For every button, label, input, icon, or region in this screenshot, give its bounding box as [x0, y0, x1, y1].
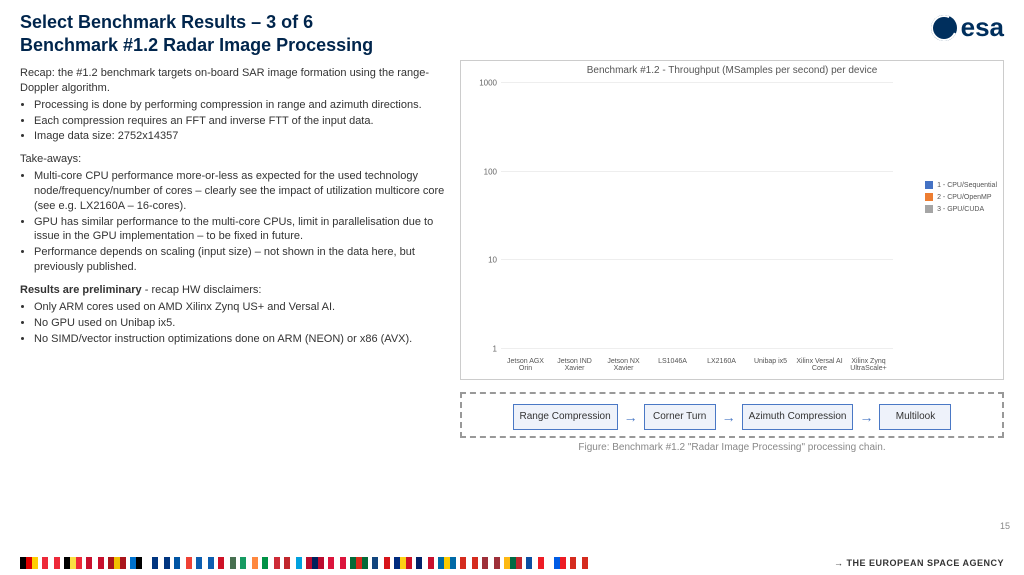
legend-item: 3 - GPU/CUDA [925, 205, 997, 213]
flag-icon [394, 557, 412, 569]
flow-arrow-icon: → [722, 409, 736, 425]
flag-icon [504, 557, 522, 569]
x-tick-label: Jetson IND Xavier [550, 358, 599, 373]
results-bullet: No GPU used on Unibap ix5. [34, 316, 450, 331]
results-bullet: Only ARM cores used on AMD Xilinx Zynq U… [34, 300, 450, 315]
flag-icon [328, 557, 346, 569]
takeaway-bullet: Performance depends on scaling (input si… [34, 245, 450, 275]
flow-step: Range Compression [513, 404, 618, 430]
takeaway-bullet: Multi-core CPU performance more-or-less … [34, 169, 450, 214]
header: Select Benchmark Results – 3 of 6 Benchm… [0, 0, 1024, 56]
flow-arrow-icon: → [624, 409, 638, 425]
takeaways-heading: Take-aways: [20, 152, 450, 167]
flag-icon [218, 557, 236, 569]
flag-icon [350, 557, 368, 569]
recap-intro: Recap: the #1.2 benchmark targets on-boa… [20, 66, 450, 96]
takeaway-bullet: GPU has similar performance to the multi… [34, 215, 450, 245]
recap-bullet: Processing is done by performing compres… [34, 98, 450, 113]
flag-icon [240, 557, 258, 569]
flag-icon [284, 557, 302, 569]
legend-swatch [925, 181, 933, 189]
recap-bullet: Image data size: 2752x14357 [34, 129, 450, 144]
page-number: 15 [1000, 521, 1010, 531]
title-block: Select Benchmark Results – 3 of 6 Benchm… [20, 12, 373, 56]
y-tick-label: 100 [471, 167, 497, 176]
flow-step: Corner Turn [644, 404, 716, 430]
flag-icon [306, 557, 324, 569]
flag-icon [152, 557, 170, 569]
flag-icon [86, 557, 104, 569]
x-tick-label: Jetson AGX Orin [501, 358, 550, 373]
flow-step: Multilook [879, 404, 951, 430]
legend-label: 1 - CPU/Sequential [937, 182, 997, 189]
x-tick-label: Xilinx Versal AI Core [795, 358, 844, 373]
throughput-bar-chart: Benchmark #1.2 - Throughput (MSamples pe… [460, 60, 1004, 380]
recap-bullet: Each compression requires an FFT and inv… [34, 114, 450, 129]
flag-icon [64, 557, 82, 569]
legend-label: 3 - GPU/CUDA [937, 206, 984, 213]
flag-icon [174, 557, 192, 569]
legend-swatch [925, 193, 933, 201]
footer-flags [20, 557, 588, 569]
esa-logo: esa [931, 12, 1004, 43]
legend-label: 2 - CPU/OpenMP [937, 194, 991, 201]
flag-icon [416, 557, 434, 569]
esa-logo-text: esa [961, 12, 1004, 43]
x-tick-label: LX2160A [697, 358, 746, 373]
x-tick-label: Xilinx Zynq UltraScale+ [844, 358, 893, 373]
flag-icon [526, 557, 544, 569]
flag-icon [460, 557, 478, 569]
esa-logo-icon [931, 15, 957, 41]
legend-item: 1 - CPU/Sequential [925, 181, 997, 189]
processing-chain-diagram: Range Compression → Corner Turn → Azimuth Co… [460, 392, 1004, 438]
flag-icon [20, 557, 38, 569]
flag-icon [262, 557, 280, 569]
legend-item: 2 - CPU/OpenMP [925, 193, 997, 201]
recap-list: Processing is done by performing compres… [34, 98, 450, 145]
text-column: Recap: the #1.2 benchmark targets on-boa… [20, 60, 450, 453]
y-tick-label: 1 [471, 345, 497, 354]
legend-swatch [925, 205, 933, 213]
flag-icon [42, 557, 60, 569]
y-tick-label: 1000 [471, 79, 497, 88]
flag-icon [438, 557, 456, 569]
results-bullet: No SIMD/vector instruction optimizations… [34, 332, 450, 347]
results-list: Only ARM cores used on AMD Xilinx Zynq U… [34, 300, 450, 347]
flow-caption: Figure: Benchmark #1.2 "Radar Image Proc… [460, 442, 1004, 453]
flow-arrow-icon: → [859, 409, 873, 425]
slide-subtitle: Benchmark #1.2 Radar Image Processing [20, 35, 373, 56]
x-tick-label: LS1046A [648, 358, 697, 373]
flag-icon [548, 557, 566, 569]
flag-icon [570, 557, 588, 569]
x-tick-label: Jetson NX Xavier [599, 358, 648, 373]
flag-icon [482, 557, 500, 569]
chart-title: Benchmark #1.2 - Throughput (MSamples pe… [467, 65, 997, 76]
x-tick-label: Unibap ix5 [746, 358, 795, 373]
chart-legend: 1 - CPU/Sequential 2 - CPU/OpenMP 3 - GPU/… [925, 181, 997, 217]
flag-icon [108, 557, 126, 569]
flag-icon [196, 557, 214, 569]
flag-icon [130, 557, 148, 569]
flow-step: Azimuth Compression [742, 404, 854, 430]
y-tick-label: 10 [471, 256, 497, 265]
results-heading: Results are preliminary - recap HW discl… [20, 283, 450, 298]
takeaways-list: Multi-core CPU performance more-or-less … [34, 169, 450, 275]
flag-icon [372, 557, 390, 569]
footer-text: → THE EUROPEAN SPACE AGENCY [834, 558, 1004, 568]
slide-title: Select Benchmark Results – 3 of 6 [20, 12, 373, 33]
